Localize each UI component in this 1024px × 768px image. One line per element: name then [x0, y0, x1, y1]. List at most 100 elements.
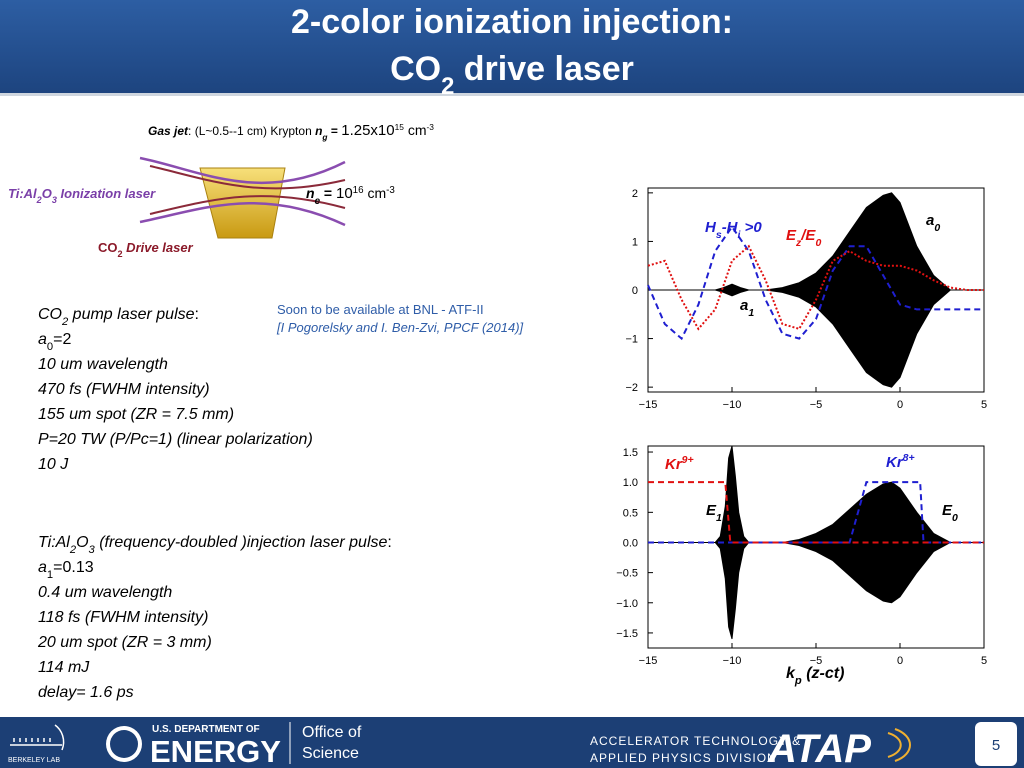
gas-jet-info-part: cm	[404, 122, 427, 138]
lab-name: BERKELEY LAB	[8, 757, 60, 764]
pulse-heading: Ti:Al2O3 (frequency-doubled )injection l…	[38, 534, 392, 556]
annotation: E1	[706, 502, 722, 524]
x-tick-label: −15	[639, 655, 658, 667]
pulse-line-part: 20 um spot (ZR = 3 mm)	[37, 634, 212, 651]
ionization-laser-label-part: 3	[52, 195, 57, 205]
x-tick-label: −5	[810, 655, 823, 667]
pulse-heading-part: Ti:Al	[38, 534, 70, 551]
pulse-line-part: 118 fs (FWHM intensity)	[38, 609, 208, 626]
pulse-envelope	[648, 192, 984, 388]
office-text: Science	[302, 745, 359, 762]
annotation: Kr9+	[665, 454, 694, 473]
pulse-line-part: delay= 1.6 ps	[38, 684, 134, 701]
pulse-heading-part: 2	[69, 544, 77, 556]
drive-beam	[149, 165, 346, 190]
density-label-part: -3	[386, 185, 395, 196]
pulse-line-part: =2	[53, 331, 71, 348]
y-tick-label: 0	[632, 285, 638, 297]
density-label-part: 10	[336, 185, 353, 202]
pulse-heading-part: O	[76, 534, 88, 551]
density-label-part: e	[315, 196, 321, 207]
ionization-laser-label-part: O	[42, 186, 52, 201]
slide-title-part: 2-color ionization injection:	[291, 3, 733, 41]
x-tick-label: 5	[981, 399, 987, 411]
annotation-part: 0	[815, 237, 821, 249]
header-band	[0, 0, 1024, 93]
office-text-part: Office of	[302, 724, 362, 741]
density-label: ne = 1016 cm-3	[306, 185, 395, 207]
annotation-part: 8+	[903, 452, 915, 464]
office-text-part: Science	[302, 745, 359, 762]
pulse-heading-part: pump laser pulse	[68, 306, 194, 323]
doe-text-part: U.S. DEPARTMENT OF	[152, 724, 260, 735]
annotation: Kr8+	[886, 452, 915, 471]
density-label-part: cm	[364, 185, 387, 201]
division-text: APPLIED PHYSICS DIVISION	[590, 751, 777, 765]
density-label-part: n	[306, 185, 315, 201]
atap-text-part: ATAP	[767, 727, 871, 768]
office-text: Office of	[302, 724, 362, 741]
pulse-heading-part: :	[387, 534, 391, 551]
annotation-part: z	[795, 237, 802, 249]
gas-jet-info-part: n	[315, 124, 322, 138]
annotation: Ez/E0	[786, 227, 821, 249]
annotation-part: s	[716, 229, 722, 241]
drive-laser-label: CO2 Drive laser	[98, 240, 194, 259]
footer-band	[0, 717, 1024, 768]
division-text-part: ACCELERATOR TECHNOLOGY &	[590, 734, 801, 748]
pulse-line-part: 0	[47, 341, 53, 353]
ionization-beam	[139, 201, 346, 227]
x-axis-label-part: (z-ct)	[802, 665, 845, 682]
pulse-line-part: 114 mJ	[38, 659, 90, 676]
pulse-heading-part: 2	[61, 316, 69, 328]
annotation-part: -H	[722, 219, 739, 236]
ionization-laser-label-part: Ti:Al	[8, 186, 37, 201]
annotation-part: E	[706, 502, 717, 519]
pulse-line: 0.4 um wavelength	[38, 584, 172, 601]
annotation-part: i	[738, 229, 742, 241]
annotation-part: E	[942, 502, 953, 519]
pulse-heading: CO2 pump laser pulse:	[38, 306, 199, 328]
x-tick-label: −5	[810, 399, 823, 411]
gas-jet-info-part: =	[328, 124, 342, 138]
pulse-line: 10 J	[38, 456, 69, 473]
x-axis-label: kp (z-ct)	[786, 665, 844, 687]
pulse-line-part: a	[38, 559, 47, 576]
reference-text: [I Pogorelsky and I. Ben-Zvi, PPCF (2014…	[276, 320, 524, 335]
gas-jet-info-part: 1.25x10	[341, 122, 394, 139]
pulse-line-part: 0.4 um wavelength	[38, 584, 172, 601]
ionization-laser-label-part: 2	[36, 195, 42, 205]
pulse-line-part: 1	[47, 569, 53, 581]
series-line	[648, 481, 984, 544]
gas-jet-info-part: : (L~0.5--1 cm) Krypton	[188, 124, 315, 138]
y-tick-label: −1	[625, 334, 638, 346]
slide-subtitle-part: drive laser	[454, 50, 634, 88]
y-tick-label: −1.0	[616, 598, 638, 610]
gas-jet-info-part: g	[321, 132, 327, 142]
drive-laser-label-part: Drive laser	[123, 240, 194, 255]
annotation: Hs-Hi >0	[705, 219, 762, 241]
x-tick-label: 0	[897, 399, 903, 411]
division-text: ACCELERATOR TECHNOLOGY &	[590, 734, 801, 748]
series-line	[647, 225, 984, 341]
page-number-part: 5	[992, 737, 1000, 754]
drive-beam	[149, 195, 346, 215]
y-tick-label: 2	[632, 188, 638, 200]
y-tick-label: 0.5	[623, 507, 638, 519]
y-tick-label: 1	[632, 236, 638, 248]
annotation-part: a	[740, 297, 748, 314]
y-tick-label: −1.5	[616, 628, 638, 640]
note-text: Soon to be available at BNL - ATF-II	[277, 302, 484, 317]
annotation-part: H	[705, 219, 717, 236]
series-line	[647, 244, 984, 331]
pulse-line: delay= 1.6 ps	[38, 684, 134, 701]
gas-jet-info-part: 15	[395, 122, 405, 132]
density-label-part: 16	[353, 185, 364, 196]
drive-laser-label-part: 2	[118, 249, 123, 259]
y-tick-label: 1.5	[623, 447, 638, 459]
doe-text-part: ENERGY	[150, 734, 281, 768]
slide-subtitle-part: 2	[441, 73, 454, 100]
pulse-line-part: =0.13	[53, 559, 94, 576]
